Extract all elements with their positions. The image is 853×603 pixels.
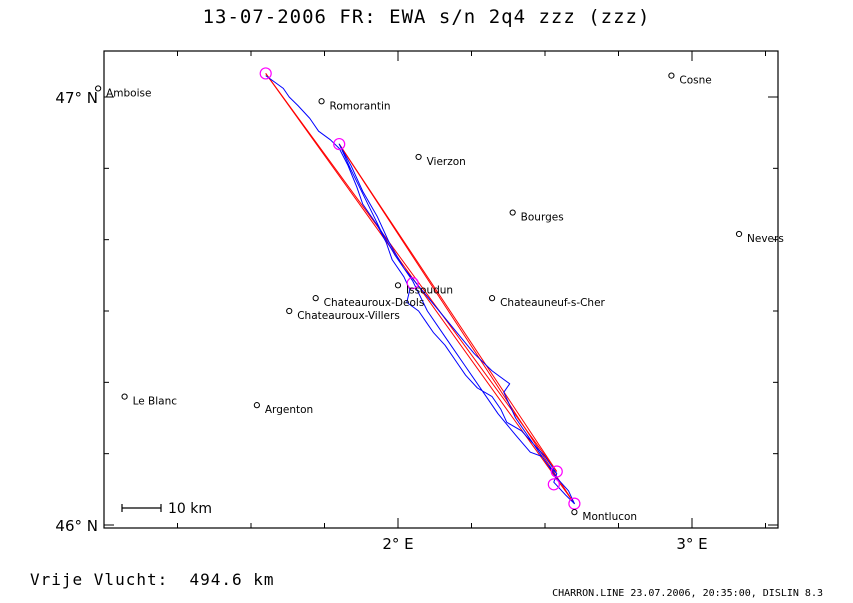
city-label: Bourges: [521, 212, 564, 224]
city-marker: [394, 282, 402, 289]
lat-tick-label: 46° N: [55, 517, 98, 535]
lat-tick-label: 47° N: [55, 89, 98, 107]
scale-bar-label: 10 km: [168, 501, 212, 517]
city-label: Amboise: [106, 87, 151, 99]
city-marker: [286, 307, 293, 315]
lon-tick-label: 3° E: [676, 535, 707, 553]
city-label: Nevers: [747, 233, 784, 245]
city-label: Chateauneuf-s-Cher: [500, 297, 605, 309]
task-leg: [338, 143, 558, 472]
city-label: Montlucon: [582, 511, 637, 523]
cities: Amboise Romorantin Vierzon Bourges Cosne Neve…: [95, 72, 784, 523]
turnpoint-circle: [550, 465, 563, 478]
scale-bar: 10 km: [121, 501, 212, 517]
turnpoint-circle: [547, 478, 560, 491]
turnpoint-circle: [259, 67, 272, 80]
city-label: Argenton: [265, 404, 313, 416]
city-marker: [571, 509, 578, 516]
city-marker: [488, 295, 496, 302]
lon-tick-label: 2° E: [382, 535, 413, 553]
flight-track-line: [265, 75, 575, 505]
city-marker: [121, 393, 128, 400]
free-flight-distance: Vrije Vlucht: 494.6 km: [30, 570, 275, 589]
city-label: Chateauroux-Villers: [297, 310, 400, 322]
task-leg: [338, 143, 575, 504]
city-label: Cosne: [679, 75, 711, 87]
city-marker: [415, 153, 422, 161]
city-marker: [668, 72, 675, 79]
stats-value: 494.6 km: [189, 570, 275, 589]
task-leg: [265, 73, 558, 472]
city-marker: [253, 402, 260, 409]
city-marker: [735, 230, 743, 238]
footer-info: CHARRON.LINE 23.07.2006, 20:35:00, DISLI…: [552, 588, 823, 599]
axis-tick-labels: 47° N 46° N 2° E 3° E: [55, 89, 707, 553]
city-label: Le Blanc: [133, 396, 178, 408]
city-label: Vierzon: [427, 156, 466, 168]
map-title: 13-07-2006 FR: EWA s/n 2q4 zzz (zzz): [202, 6, 651, 28]
turnpoint-circle: [333, 137, 346, 151]
city-label: Issoudun: [406, 284, 453, 296]
stats-label: Vrije Vlucht:: [30, 570, 169, 589]
city-marker: [312, 295, 319, 302]
axis-ticks: [103, 51, 778, 528]
city-marker: [95, 85, 102, 92]
city-label: Chateauroux-Deols: [324, 297, 425, 309]
city-marker: [318, 98, 325, 105]
turnpoint-circle: [406, 277, 419, 290]
flight-track: [265, 75, 575, 505]
city-marker: [509, 209, 516, 216]
city-label: Romorantin: [330, 100, 391, 112]
map-frame: [103, 50, 779, 529]
